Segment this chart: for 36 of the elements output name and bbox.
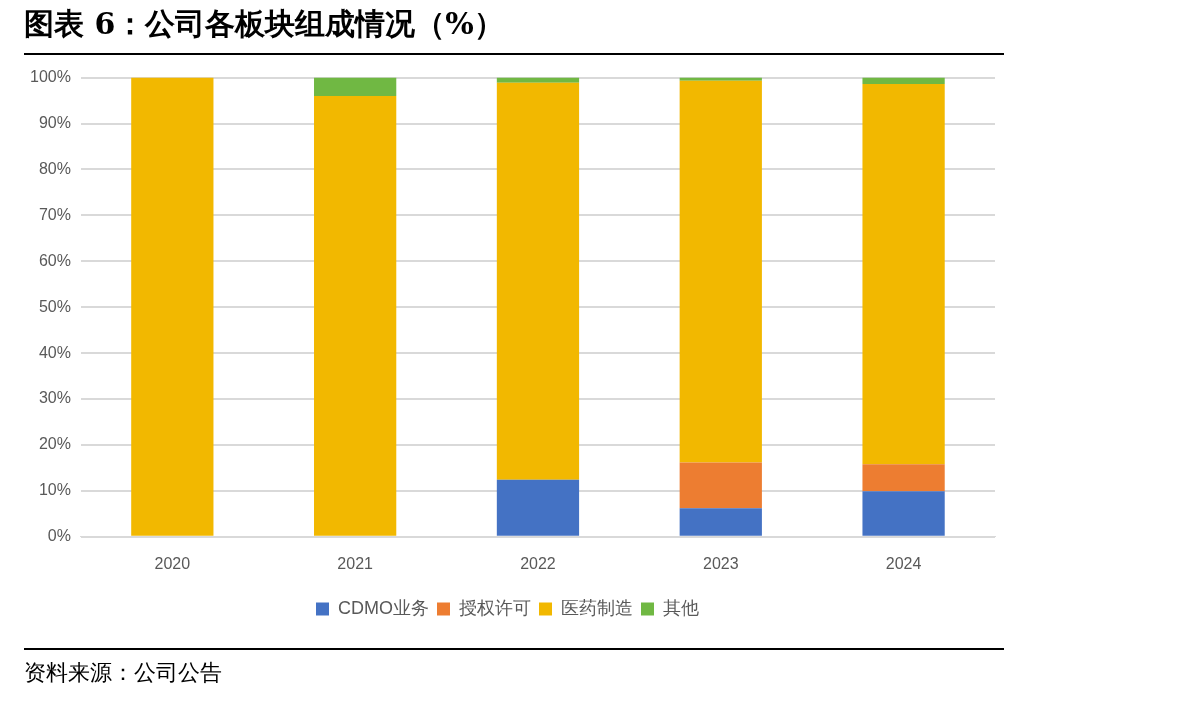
bar [496,77,580,83]
bar [131,77,214,536]
legend-label: 授权许可 [459,597,531,618]
x-tick-label: 2023 [702,554,739,572]
x-tick-label: 2021 [337,554,374,572]
bar [314,95,397,536]
chart-title: 图表 6：公司各板块组成情况（%） [24,4,1004,55]
x-tick-label: 2020 [154,554,191,572]
y-tick-label: 30% [38,389,71,407]
legend-label: 其他 [663,597,699,618]
bar [679,80,762,463]
y-tick-label: 0% [47,527,71,545]
y-tick-label: 80% [38,159,71,177]
bar [496,479,580,536]
legend-label: 医药制造 [561,597,633,618]
bar [679,462,762,509]
bar [679,77,762,81]
bar [862,77,945,85]
y-tick-label: 100% [30,68,71,86]
bar [862,491,945,536]
legend-label: CDMO业务 [338,597,429,618]
y-tick-label: 90% [38,113,71,131]
y-tick-label: 70% [38,205,71,223]
y-tick-label: 50% [38,297,71,315]
bar [314,77,397,96]
bar [862,464,945,492]
y-tick-label: 60% [38,251,71,269]
y-tick-label: 20% [38,435,71,453]
x-tick-label: 2022 [520,554,556,572]
bar [862,84,945,465]
bar [679,508,762,536]
y-tick-label: 40% [38,343,71,361]
bar [496,82,580,480]
y-tick-label: 10% [38,481,71,499]
x-tick-label: 2024 [885,554,922,572]
text: 资料来源：公司公告 [24,648,1004,688]
